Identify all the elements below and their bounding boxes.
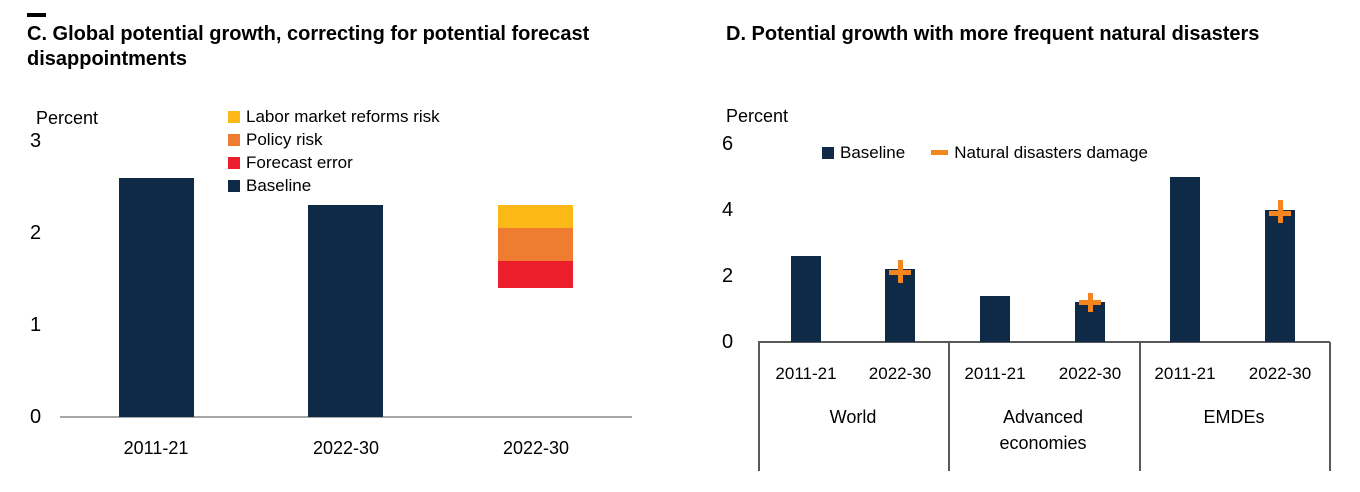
category-table-rule	[948, 342, 950, 471]
legend-item: Baseline	[228, 174, 440, 197]
legend-label: Forecast error	[246, 152, 353, 172]
x-category-label: 2022-30	[502, 438, 570, 458]
x-category-label: 2022-30	[312, 438, 380, 458]
category-table-rule	[758, 342, 760, 471]
bar-baseline	[119, 177, 194, 417]
y-tick-label: 6	[722, 133, 734, 155]
bar-segment	[498, 260, 573, 289]
panel-d-unit-label: Percent	[726, 106, 789, 126]
x-category-label: 2011-21	[123, 438, 189, 458]
damage-marker-dash	[1269, 210, 1291, 216]
legend-label: Labor market reforms risk	[246, 106, 440, 126]
bar-baseline	[791, 256, 821, 342]
y-tick-label: 3	[30, 130, 42, 152]
y-tick-label: 0	[722, 331, 734, 353]
group-label: Advanced economies	[999, 407, 1087, 453]
category-table-rule	[1329, 342, 1331, 471]
bar-baseline	[1265, 210, 1295, 342]
y-tick-label: 4	[722, 199, 734, 221]
legend-swatch	[228, 110, 240, 123]
panel-c-title: C. Global potential growth, correcting f…	[27, 23, 590, 70]
top-left-dash	[27, 13, 46, 17]
legend-item: Natural disasters damage	[931, 141, 1148, 164]
legend-item: Forecast error	[228, 151, 440, 174]
category-table-rule	[1139, 342, 1141, 471]
panel-d-title: D. Potential growth with more frequent n…	[726, 23, 1260, 45]
bar-segment	[498, 228, 573, 261]
period-label: 2022-30	[1058, 364, 1122, 383]
y-tick-label: 0	[30, 406, 42, 428]
legend-label: Natural disasters damage	[954, 142, 1148, 162]
bar-baseline	[308, 205, 383, 417]
legend-label: Baseline	[840, 142, 906, 162]
legend-item: Policy risk	[228, 128, 440, 151]
panel-d-legend: Baseline Natural disasters damage	[822, 141, 1148, 164]
panel-c-plot: 0 1 2 3 2011-21 2022-30 2022-30	[30, 130, 632, 458]
period-label: 2011-21	[964, 364, 1026, 383]
group-label: EMDEs	[1203, 407, 1265, 427]
group-label: World	[829, 407, 877, 427]
y-tick-label: 1	[30, 314, 42, 336]
legend-swatch	[228, 133, 240, 146]
x-axis-line	[60, 416, 632, 418]
legend-label: Policy risk	[246, 129, 323, 149]
period-label: 2022-30	[868, 364, 932, 383]
bar-baseline	[980, 295, 1010, 342]
bar-segment	[498, 205, 573, 229]
x-axis-line	[758, 341, 1330, 343]
legend-label: Baseline	[246, 175, 312, 195]
legend-swatch	[822, 146, 834, 159]
period-label: 2011-21	[775, 364, 837, 383]
panel-c-legend: Labor market reforms risk Policy risk Fore…	[228, 105, 440, 197]
y-tick-label: 2	[30, 222, 42, 244]
legend-item: Baseline	[822, 141, 905, 164]
damage-marker-dash	[889, 270, 911, 276]
panel-c-unit-label: Percent	[36, 108, 99, 128]
period-label: 2011-21	[1154, 364, 1216, 383]
period-label: 2022-30	[1248, 364, 1312, 383]
bar-baseline	[1170, 177, 1200, 342]
y-tick-label: 2	[722, 265, 734, 287]
legend-item: Labor market reforms risk	[228, 105, 440, 128]
panel-d-plot: 0 2 4 6 2011-21 2022-30 World 2011-21 2022-30 Adv…	[680, 0, 1360, 492]
legend-swatch	[228, 179, 240, 192]
legend-swatch	[228, 156, 240, 169]
legend-dash-swatch	[931, 150, 949, 155]
damage-marker-dash	[1079, 299, 1101, 305]
